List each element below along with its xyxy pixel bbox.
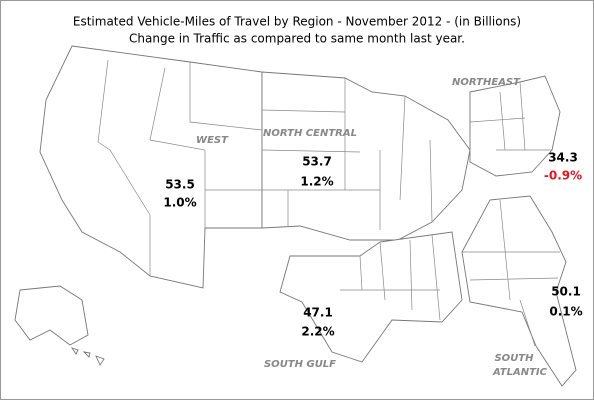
region-miles: 50.1 [551, 285, 581, 299]
alaska [14, 285, 89, 346]
south-atlantic-states [462, 199, 560, 347]
region-name: NORTHEAST [452, 77, 521, 88]
region-miles: 53.5 [165, 178, 195, 192]
region-miles: 47.1 [303, 306, 333, 320]
south-atlantic-region [461, 195, 577, 387]
north-central-states [261, 78, 433, 230]
region-change: 1.0% [163, 196, 196, 210]
us-map [14, 45, 577, 387]
west-states [97, 59, 263, 276]
south-gulf-region [279, 231, 463, 363]
region-change: 2.2% [301, 325, 334, 339]
region-name: NORTH CENTRAL [263, 128, 357, 139]
south-gulf-states [340, 234, 441, 321]
region-change: 1.2% [300, 175, 333, 189]
region-name: SOUTH GULF [264, 359, 336, 370]
region-miles: 34.3 [548, 151, 578, 165]
subtitle: Change in Traffic as compared to same mo… [129, 32, 465, 46]
region-miles: 53.7 [302, 155, 332, 169]
northeast-region [469, 75, 561, 177]
region-name: SOUTH [494, 353, 534, 364]
region-name: ATLANTIC [492, 367, 548, 378]
hawaii [70, 347, 105, 366]
region-change: -0.9% [544, 169, 582, 183]
region-name: WEST [196, 135, 229, 146]
northeast-states [469, 81, 552, 151]
north-central-region [261, 71, 471, 241]
title: Estimated Vehicle-Miles of Travel by Reg… [73, 15, 521, 29]
region-change: 0.1% [549, 305, 582, 319]
